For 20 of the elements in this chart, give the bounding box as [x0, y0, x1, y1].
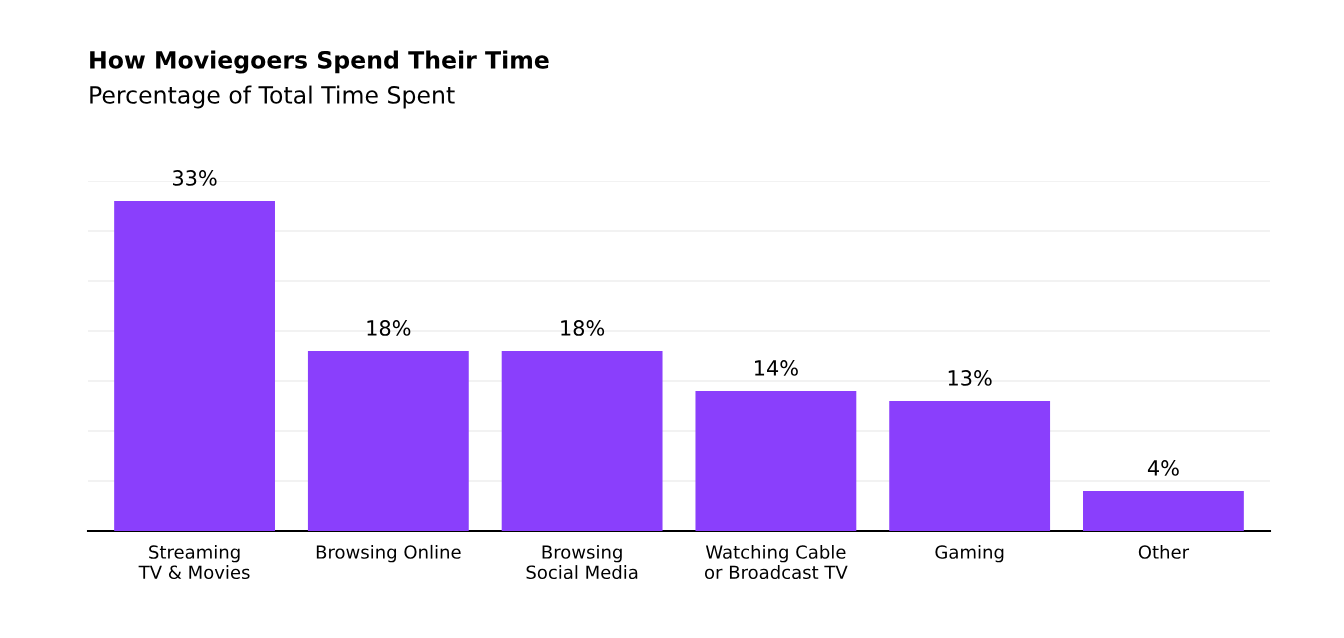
- data-label: 4%: [1147, 460, 1179, 476]
- bar: [307, 351, 469, 531]
- x-tick-label: Browsing Online: [316, 544, 461, 563]
- x-tick-label: Streaming TV & Movies: [138, 544, 250, 580]
- bar: [695, 391, 857, 531]
- bar: [501, 351, 663, 531]
- x-tick-label: Other: [1138, 544, 1190, 559]
- chart-subtitle: Percentage of Total Time Spent: [90, 85, 455, 109]
- x-tick-label: Gaming: [935, 544, 1004, 563]
- bar: [889, 401, 1051, 531]
- x-tick-label: Watching Cable or Broadcast TV: [704, 544, 848, 580]
- bar: [114, 201, 275, 531]
- data-label: 18%: [367, 320, 411, 336]
- data-label: 13%: [948, 370, 992, 386]
- data-label: 18%: [561, 320, 605, 336]
- data-label: 14%: [755, 360, 798, 376]
- chart-title: How Moviegoers Spend Their Time: [90, 50, 549, 74]
- data-label: 33%: [173, 170, 217, 186]
- bar: [1083, 491, 1244, 531]
- x-tick-label: Browsing Social Media: [526, 544, 638, 580]
